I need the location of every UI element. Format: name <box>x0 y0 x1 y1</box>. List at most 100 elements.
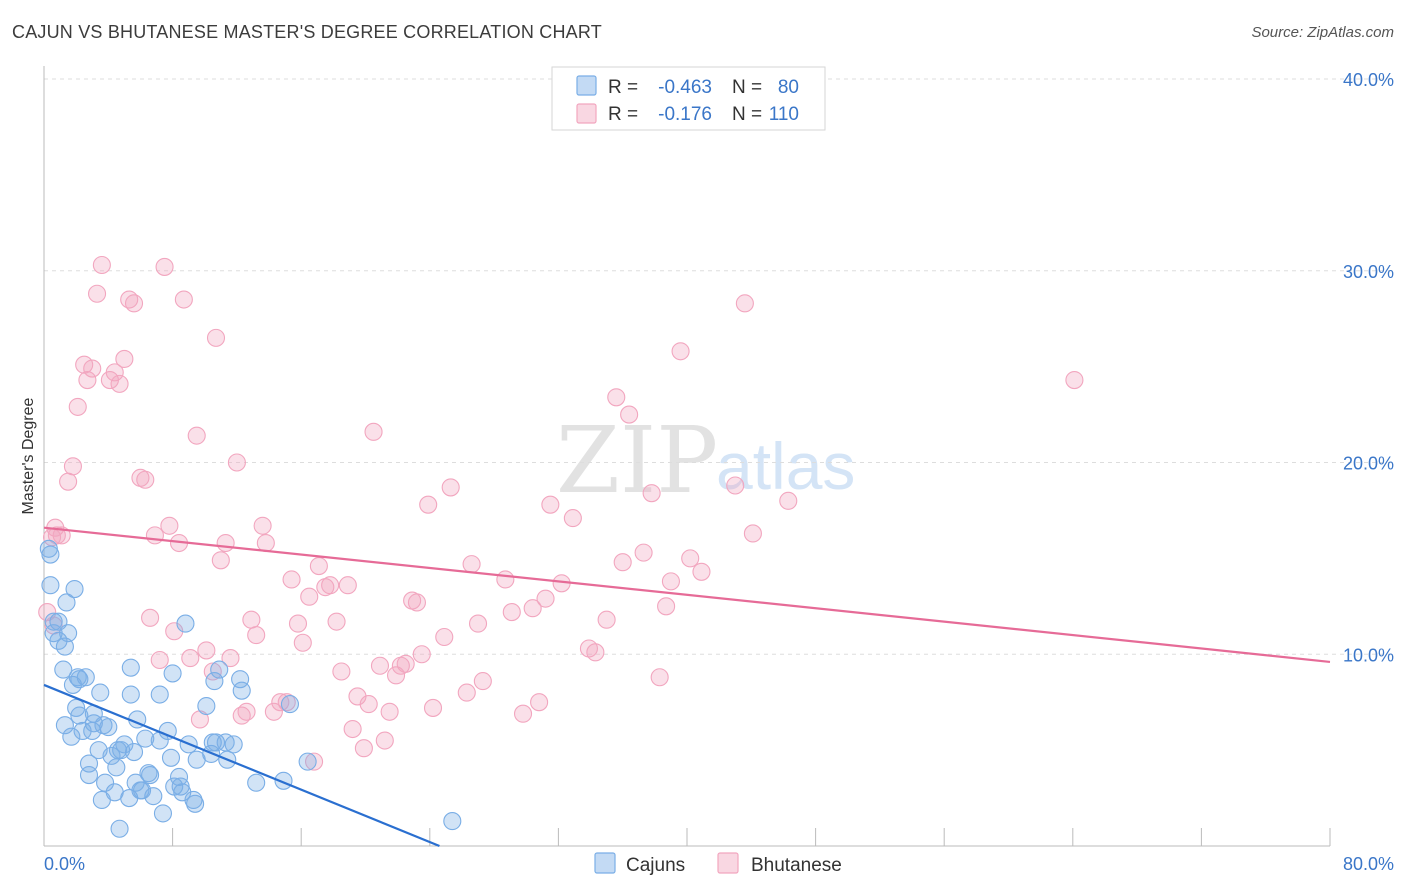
bhutanese-point-15 <box>105 363 124 382</box>
bhutanese-point-99 <box>650 668 669 687</box>
bhutanese-point-64 <box>364 422 383 441</box>
bhutanese-point-46 <box>264 702 283 721</box>
bhutanese-point-88 <box>541 495 560 514</box>
series-legend: Cajuns Bhutanese <box>594 852 842 876</box>
legend-n-value-bhutanese: 110 <box>769 104 799 125</box>
cajuns-point-46 <box>133 781 152 800</box>
y-tick-label-10: 10.0% <box>1343 645 1394 665</box>
bhutanese-point-7 <box>63 457 82 476</box>
bhutanese-point-4 <box>47 526 66 545</box>
bhutanese-point-44 <box>253 516 272 535</box>
bhutanese-point-5 <box>52 526 71 545</box>
cajuns-point-66 <box>197 696 216 716</box>
bhutanese-point-11 <box>83 359 102 378</box>
cajuns-point-30 <box>96 773 115 792</box>
cajuns-point-58 <box>169 767 189 787</box>
cajuns-point-53 <box>153 804 173 823</box>
bhutanese-point-82 <box>496 570 515 589</box>
bhutanese-point-12 <box>87 284 107 303</box>
correlation-legend: R = -0.463 N = 80 R = -0.176 N = 110 <box>551 66 826 131</box>
bhutanese-point-38 <box>221 649 240 668</box>
bhutanese-point-50 <box>288 614 308 633</box>
bhutanese-point-107 <box>743 524 762 543</box>
bhutanese-point-59 <box>338 576 357 595</box>
bhutanese-point-106 <box>735 294 754 313</box>
legend-r-value-cajuns: -0.463 <box>658 77 712 98</box>
bhutanese-point-90 <box>563 509 582 528</box>
x-tick-label-max: 80.0% <box>1343 854 1394 874</box>
bhutanese-point-13 <box>92 255 111 275</box>
cajuns-point-55 <box>161 748 181 767</box>
cajuns-point-71 <box>210 660 229 679</box>
cajuns-point-70 <box>206 733 226 752</box>
cajuns-point-47 <box>136 729 155 748</box>
bhutanese-point-24 <box>150 650 169 670</box>
bhutanese-points <box>38 255 1084 771</box>
cajuns-point-11 <box>59 624 78 643</box>
legend-r-value-bhutanese: -0.176 <box>658 104 712 125</box>
bhutanese-point-65 <box>370 656 390 675</box>
x-ticks <box>43 828 1331 846</box>
cajuns-point-7 <box>54 660 73 679</box>
cajuns-bottom-swatch <box>594 852 616 874</box>
bhutanese-point-10 <box>78 370 97 390</box>
bhutanese-point-76 <box>435 627 454 647</box>
cajuns-point-1 <box>41 545 60 564</box>
bhutanese-point-103 <box>681 549 700 568</box>
bhutanese-point-31 <box>187 426 206 445</box>
bhutanese-point-57 <box>327 612 346 631</box>
bhutanese-point-29 <box>174 290 193 309</box>
bhutanese-bottom-swatch <box>717 852 739 874</box>
trend-lines <box>43 526 1331 848</box>
legend-n-label-cajuns: N = <box>732 77 762 98</box>
cajuns-points <box>39 539 462 838</box>
source-label: Source: ZipAtlas.com <box>1251 24 1394 41</box>
bhutanese-point-63 <box>359 695 378 714</box>
bhutanese-point-48 <box>277 693 296 712</box>
bhutanese-point-70 <box>396 654 415 673</box>
bhutanese-point-21 <box>136 470 155 489</box>
cajuns-point-76 <box>232 681 251 700</box>
legend-n-value-cajuns: 80 <box>778 77 799 98</box>
cajuns-point-51 <box>150 685 169 704</box>
bhutanese-point-52 <box>300 587 319 606</box>
cajuns-trend-line <box>43 683 440 848</box>
bhutanese-point-86 <box>530 693 549 712</box>
bhutanese-point-35 <box>206 328 226 347</box>
bhutanese-point-56 <box>321 576 340 595</box>
legend-n-label-bhutanese: N = <box>732 104 762 125</box>
bhutanese-trend-line <box>43 526 1331 664</box>
bhutanese-point-108 <box>779 491 798 510</box>
bhutanese-point-102 <box>671 342 690 361</box>
bhutanese-point-97 <box>634 543 653 562</box>
bhutanese-point-26 <box>160 516 179 535</box>
cajuns-point-34 <box>107 758 126 777</box>
bhutanese-point-53 <box>305 752 324 771</box>
bhutanese-point-19 <box>124 294 144 313</box>
y-tick-label-30: 30.0% <box>1343 262 1394 282</box>
bhutanese-point-17 <box>115 349 134 369</box>
bhutanese-point-101 <box>661 572 680 591</box>
bhutanese-point-16 <box>110 374 129 393</box>
bhutanese-point-105 <box>726 476 745 495</box>
bhutanese-point-87 <box>536 589 555 608</box>
bhutanese-point-92 <box>586 643 605 662</box>
cajuns-point-61 <box>176 614 195 633</box>
bhutanese-point-42 <box>242 610 261 629</box>
bhutanese-point-43 <box>247 626 266 645</box>
y-tick-labels: 10.0% 20.0% 30.0% 40.0% <box>1343 70 1394 665</box>
chart-title: CAJUN VS BHUTANESE MASTER'S DEGREE CORRE… <box>12 22 602 42</box>
cajuns-legend-label: Cajuns <box>626 855 685 876</box>
cajuns-point-27 <box>91 683 110 702</box>
cajuns-point-49 <box>141 766 160 785</box>
bhutanese-point-83 <box>502 603 521 622</box>
y-tick-label-20: 20.0% <box>1343 454 1394 474</box>
cajuns-point-69 <box>205 672 224 691</box>
cajuns-point-38 <box>115 735 134 754</box>
watermark-atlas: atlas <box>716 429 855 503</box>
bhutanese-point-60 <box>343 719 362 739</box>
bhutanese-point-33 <box>197 641 216 660</box>
watermark-zip: ZIP <box>556 407 718 514</box>
bhutanese-point-72 <box>407 593 426 612</box>
